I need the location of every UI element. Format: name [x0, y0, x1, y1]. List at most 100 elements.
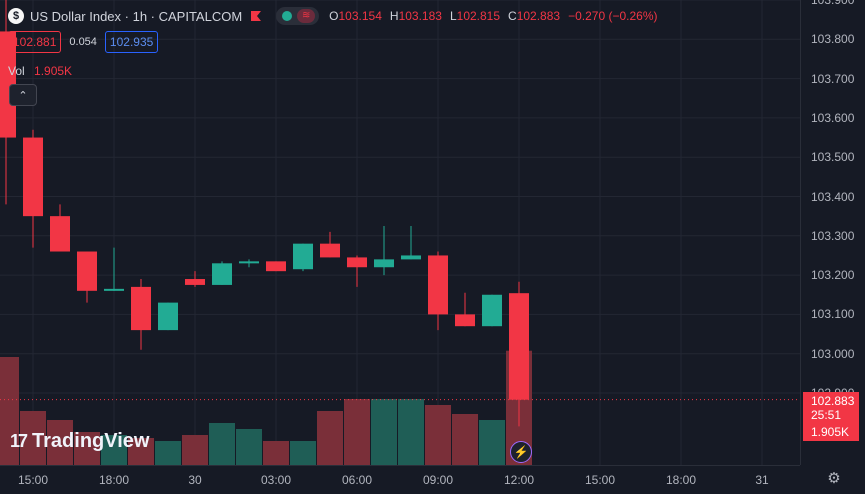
volume-bar — [344, 399, 370, 465]
candle-body — [77, 251, 97, 291]
price-tick-label: 103.500 — [811, 150, 855, 165]
price-tick-label: 103.000 — [811, 346, 855, 361]
volume-bar — [101, 435, 127, 465]
volume-bar — [425, 405, 451, 465]
volume-bar — [452, 414, 478, 465]
candle-body — [158, 302, 178, 331]
buy-price-button[interactable]: 102.935 — [104, 31, 159, 53]
wave-icon: ≋ — [297, 9, 316, 23]
candle-body — [104, 288, 124, 291]
volume-bar — [398, 399, 424, 465]
price-tick-label: 103.600 — [811, 110, 855, 125]
candle-body — [23, 137, 43, 217]
candlestick-plot[interactable] — [0, 0, 800, 465]
dollar-logo-icon: $ — [8, 8, 24, 24]
time-tick-label: 15:00 — [584, 473, 616, 487]
time-tick-label: 09:00 — [422, 473, 454, 487]
candle — [239, 259, 259, 268]
candle-body — [266, 261, 286, 272]
brand-name: TradingView — [32, 430, 150, 452]
candle-body — [428, 255, 448, 315]
gear-icon[interactable]: ⚙ — [827, 470, 841, 487]
candle — [131, 279, 151, 350]
spread-value: 0.054 — [69, 36, 97, 48]
volume-bar — [236, 429, 262, 465]
time-tick-label: 15:00 — [17, 473, 49, 487]
candle — [401, 225, 421, 260]
candle — [482, 294, 502, 327]
volume-label: Vol — [8, 64, 25, 78]
sell-price-button[interactable]: 102.881 — [8, 31, 62, 53]
candle-body — [50, 216, 70, 252]
symbol-legend: $ US Dollar Index · 1h · CAPITALCOM ≋ O1… — [8, 6, 666, 26]
tradingview-logo[interactable]: 17 TradingView — [10, 430, 149, 453]
candle — [320, 231, 340, 258]
candle-body — [482, 294, 502, 327]
market-status-pill[interactable]: ≋ — [276, 7, 320, 25]
volume-bar — [47, 420, 73, 465]
volume-bar — [317, 411, 343, 465]
candle-body — [320, 243, 340, 258]
candle — [0, 0, 16, 205]
candle-body — [185, 279, 205, 285]
candle-body — [509, 293, 529, 400]
volume-bar — [20, 411, 46, 465]
volume-legend: Vol 1.905K — [8, 64, 72, 78]
price-axis[interactable]: 103.900 103.800 103.700 103.600 103.500 103.4… — [800, 0, 865, 465]
price-tick-label: 103.800 — [811, 32, 855, 47]
price-tick-label: 103.300 — [811, 228, 855, 243]
candle — [77, 251, 97, 303]
ohlc-close: C102.883 — [508, 9, 561, 23]
price-tick-label: 103.200 — [811, 268, 855, 283]
ohlc-high: H103.183 — [389, 9, 442, 23]
last-price-value: 102.883 — [811, 394, 855, 408]
volume-bar — [155, 441, 181, 465]
time-axis[interactable]: 15:00 18:00 30 03:00 06:00 09:00 12:00 15:00 18:… — [0, 465, 800, 494]
candle — [104, 247, 124, 291]
candle-body — [239, 261, 259, 264]
bar-countdown: 25:51 — [811, 408, 842, 422]
candle — [185, 271, 205, 287]
price-tick-label: 103.900 — [811, 0, 855, 7]
candle-body — [0, 31, 16, 138]
volume-bar — [182, 435, 208, 465]
time-tick-label: 18:00 — [665, 473, 697, 487]
candle-body — [347, 257, 367, 268]
time-tick-label: 03:00 — [260, 473, 292, 487]
volume-bar — [0, 357, 19, 465]
quote-row: 102.881 0.054 102.935 — [8, 31, 159, 53]
volume-bar — [209, 423, 235, 465]
candle — [293, 243, 313, 272]
volume-bar — [128, 438, 154, 465]
candle — [455, 292, 475, 327]
lightning-glyph: ⚡ — [513, 445, 529, 459]
candle-body — [131, 286, 151, 331]
time-tick-label: 06:00 — [341, 473, 373, 487]
lightning-icon[interactable]: ⚡ — [510, 441, 532, 463]
candle — [212, 261, 232, 285]
collapse-legend-button[interactable]: ⌃ — [9, 84, 37, 106]
volume-bar — [290, 441, 316, 465]
time-tick-label: 12:00 — [503, 473, 535, 487]
candle-body — [455, 314, 475, 327]
candle — [23, 129, 43, 248]
candle-body — [374, 259, 394, 268]
last-price-tag: 102.883 25:51 — [803, 392, 859, 424]
symbol-title[interactable]: US Dollar Index · 1h · CAPITALCOM — [30, 8, 243, 24]
candle — [50, 204, 70, 252]
volume-bar — [371, 399, 397, 465]
candle — [374, 225, 394, 276]
candle — [509, 281, 529, 427]
candle — [266, 261, 286, 272]
chart-pane[interactable] — [0, 0, 800, 465]
candle — [347, 255, 367, 287]
price-tick-label: 103.700 — [811, 71, 855, 86]
last-volume-tag: 1.905K — [803, 423, 859, 441]
volume-bar — [479, 420, 505, 465]
chevron-up-icon: ⌃ — [18, 89, 28, 102]
flag-icon[interactable] — [250, 10, 262, 22]
tradingview-mark-icon: 17 — [10, 431, 28, 451]
candle-body — [401, 255, 421, 260]
ohlc-open: O103.154 — [329, 9, 382, 23]
time-tick-label: 30 — [188, 473, 202, 487]
